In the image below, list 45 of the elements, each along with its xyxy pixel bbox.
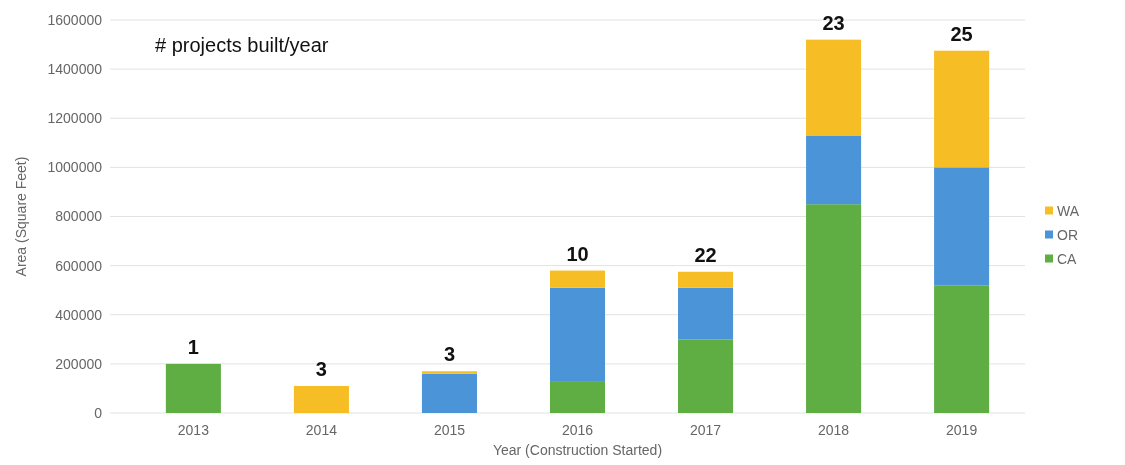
bar bbox=[806, 204, 862, 413]
bar bbox=[549, 287, 606, 382]
annotation: 23 bbox=[822, 11, 845, 34]
y-tick-label: 1200000 bbox=[47, 110, 103, 127]
annotation: 22 bbox=[694, 243, 717, 266]
annotation: 3 bbox=[315, 357, 327, 380]
bar bbox=[806, 39, 862, 136]
x-tick-label: 2015 bbox=[433, 422, 466, 438]
y-tick-label: 600000 bbox=[55, 257, 103, 274]
legend-label: CA bbox=[1057, 251, 1078, 268]
bar bbox=[678, 271, 734, 288]
bar bbox=[678, 339, 734, 413]
annotation: 3 bbox=[443, 343, 456, 366]
bar bbox=[806, 135, 862, 205]
y-axis-title: Area (Square Feet) bbox=[13, 156, 29, 277]
annotation: 10 bbox=[566, 242, 589, 265]
x-tick-label: 2013 bbox=[177, 422, 210, 438]
x-tick-label: 2016 bbox=[561, 422, 594, 438]
y-tick-label: 0 bbox=[94, 404, 103, 421]
bar bbox=[934, 167, 990, 286]
bar bbox=[678, 287, 734, 340]
y-tick-label: 1400000 bbox=[47, 61, 103, 78]
annotation: 25 bbox=[950, 22, 973, 45]
bar bbox=[165, 363, 221, 413]
bar bbox=[549, 270, 606, 288]
y-tick-label: 200000 bbox=[55, 355, 103, 372]
annotation: # projects built/year bbox=[155, 34, 329, 56]
x-tick-label: 2017 bbox=[689, 422, 722, 438]
x-tick-label: 2019 bbox=[946, 422, 978, 438]
bar bbox=[934, 50, 990, 168]
x-tick-label: 2014 bbox=[305, 422, 338, 438]
bar bbox=[293, 385, 349, 413]
y-tick-label: 1600000 bbox=[47, 11, 103, 28]
legend-label: WA bbox=[1057, 203, 1080, 220]
annotation: 1 bbox=[187, 335, 199, 358]
bar bbox=[421, 371, 477, 374]
y-tick-label: 400000 bbox=[55, 306, 103, 323]
legend-label: OR bbox=[1057, 227, 1078, 244]
bar bbox=[934, 285, 990, 413]
x-axis-title: Year (Construction Started) bbox=[492, 442, 663, 458]
bar bbox=[549, 381, 606, 413]
y-tick-label: 1000000 bbox=[47, 159, 103, 176]
x-tick-label: 2018 bbox=[818, 422, 850, 438]
bar bbox=[421, 373, 477, 413]
y-tick-label: 800000 bbox=[55, 208, 103, 225]
